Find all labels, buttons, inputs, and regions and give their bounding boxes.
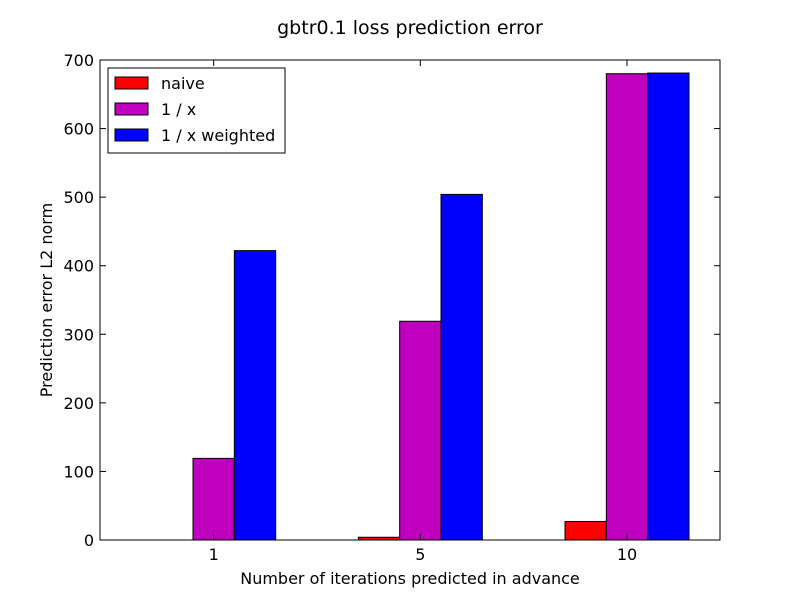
bar-naive-10 (564, 520, 607, 541)
bar-1-x-5 (399, 320, 442, 541)
y-tick-label: 200 (63, 394, 94, 413)
y-axis-label: Prediction error L2 norm (37, 203, 56, 397)
bar-1-x-weighted-10 (647, 72, 690, 541)
legend-label: 1 / x (161, 100, 196, 119)
x-axis-label: Number of iterations predicted in advanc… (240, 569, 580, 588)
y-tick-label: 0 (84, 531, 94, 550)
bar-1-x-1 (192, 457, 235, 541)
legend-label: 1 / x weighted (161, 126, 275, 145)
legend-label: naive (161, 74, 205, 93)
bar-1-x-10 (605, 73, 649, 541)
y-tick-label: 500 (63, 188, 94, 207)
legend-swatch (114, 76, 149, 90)
x-tick-label: 5 (415, 545, 425, 564)
legend-swatch (114, 102, 149, 116)
x-tick-label: 10 (617, 545, 637, 564)
plot-frame (99, 59, 721, 541)
y-tick-label: 400 (63, 257, 94, 276)
y-tick-label: 100 (63, 462, 94, 481)
bar-1-x-weighted-5 (440, 193, 483, 541)
y-tick-label: 300 (63, 325, 94, 344)
x-tick-label: 1 (209, 545, 219, 564)
y-tick-label: 600 (63, 120, 94, 139)
y-axis: 0 100 200 300 400 500 600 700 (63, 51, 720, 550)
chart-title: gbtr0.1 loss prediction error (277, 17, 543, 39)
bars-group (192, 72, 690, 541)
bar-1-x-weighted-1 (233, 250, 277, 541)
y-tick-label: 700 (63, 51, 94, 70)
x-axis: 1 5 10 (209, 60, 637, 564)
legend-swatch (114, 128, 149, 142)
legend: naive 1 / x 1 / x weighted (107, 67, 286, 154)
